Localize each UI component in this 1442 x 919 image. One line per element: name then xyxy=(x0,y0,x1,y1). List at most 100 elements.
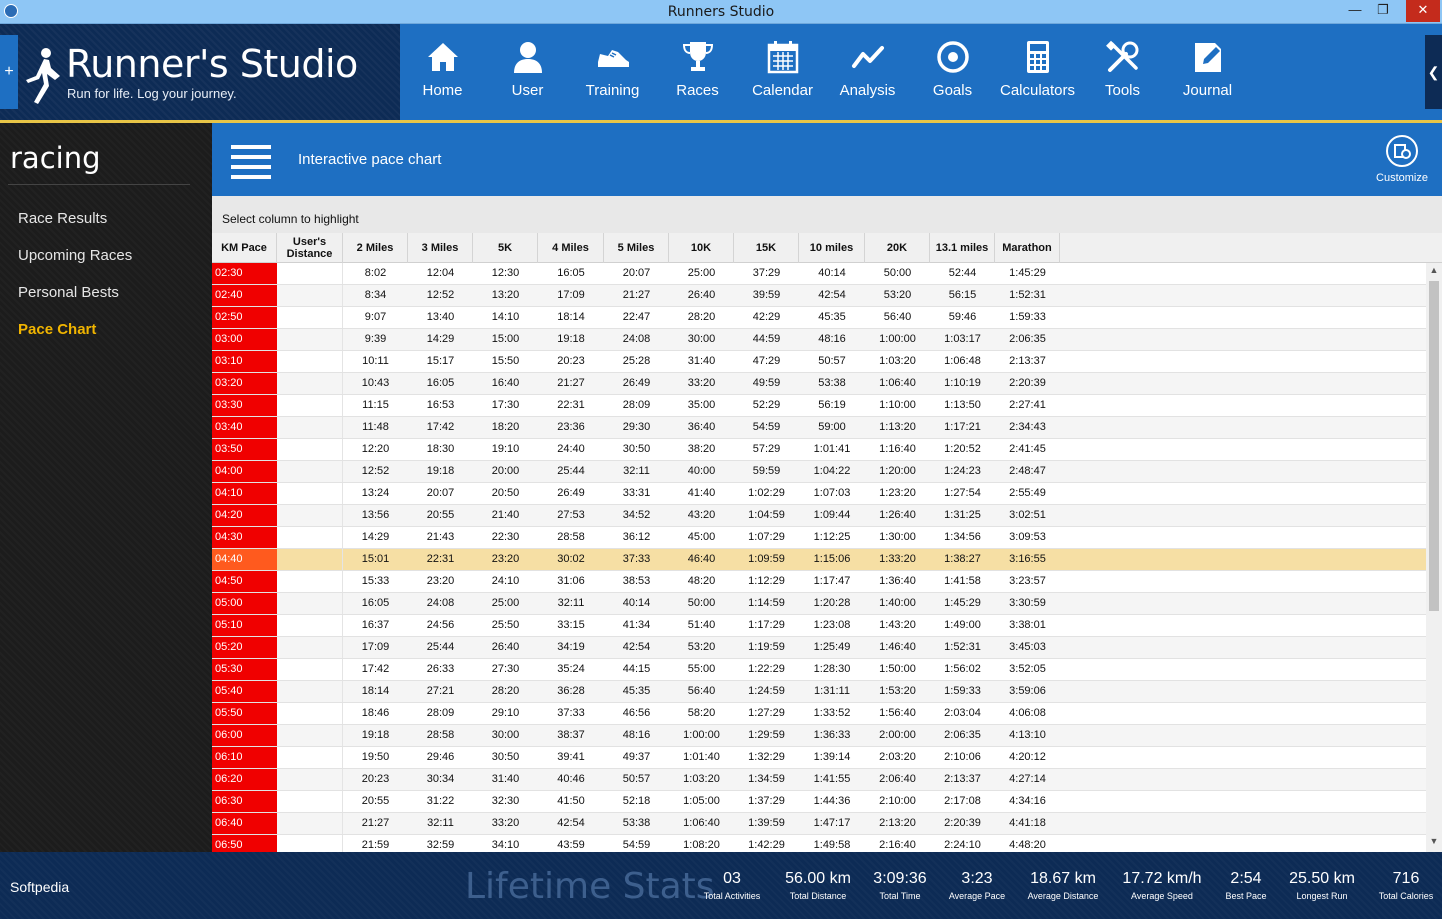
expand-plus-icon[interactable]: + xyxy=(0,35,18,109)
nav-calculators[interactable]: Calculators xyxy=(995,24,1080,120)
table-row[interactable]: 03:10 10:11 15:17 15:50 20:23 25:28 31:40 47:29… xyxy=(212,351,1426,373)
nav-goals[interactable]: Goals xyxy=(910,24,995,120)
table-row[interactable]: 04:40 15:01 22:31 23:20 30:02 37:33 46:40 1:09:… xyxy=(212,549,1426,571)
nav-tools[interactable]: Tools xyxy=(1080,24,1165,120)
column-header[interactable]: 5 Miles xyxy=(604,233,669,263)
nav-analysis[interactable]: Analysis xyxy=(825,24,910,120)
sidebar-item-personal-bests[interactable]: Personal Bests xyxy=(18,284,119,301)
column-header[interactable]: KM Pace xyxy=(212,233,277,263)
table-row[interactable]: 02:30 8:02 12:04 12:30 16:05 20:07 25:00 37:29 4… xyxy=(212,263,1426,285)
nav-calendar[interactable]: Calendar xyxy=(740,24,825,120)
table-row[interactable]: 03:20 10:43 16:05 16:40 21:27 26:49 33:20 49:59… xyxy=(212,373,1426,395)
time-cell: 1:32:29 xyxy=(748,751,785,763)
column-header[interactable]: 4 Miles xyxy=(538,233,604,263)
stat-label: Average Speed xyxy=(1131,891,1193,901)
hamburger-menu-icon[interactable] xyxy=(231,145,271,179)
sidebar-item-upcoming-races[interactable]: Upcoming Races xyxy=(18,247,133,264)
table-row[interactable]: 04:00 12:52 19:18 20:00 25:44 32:11 40:00 59:59… xyxy=(212,461,1426,483)
table-row[interactable]: 02:40 8:34 12:52 13:20 17:09 21:27 26:40 39:59 4… xyxy=(212,285,1426,307)
time-cell: 33:20 xyxy=(687,377,716,389)
time-cell: 18:14 xyxy=(361,685,390,697)
time-cell: 30:34 xyxy=(426,773,455,785)
table-row[interactable]: 03:00 9:39 14:29 15:00 19:18 24:08 30:00 44:59 4… xyxy=(212,329,1426,351)
time-cell: 32:11 xyxy=(427,817,454,829)
table-row[interactable]: 03:40 11:48 17:42 18:20 23:36 29:30 36:40 54:59… xyxy=(212,417,1426,439)
shoe-icon xyxy=(598,50,629,67)
time-cell: 21:43 xyxy=(426,531,455,543)
table-row[interactable]: 06:30 20:55 31:22 32:30 41:50 52:18 1:05:00 1:3… xyxy=(212,791,1426,813)
scroll-down-icon[interactable]: ▼ xyxy=(1429,836,1439,846)
column-header[interactable]: 3 Miles xyxy=(408,233,473,263)
nav-races[interactable]: Races xyxy=(655,24,740,120)
time-cell: 3:52:05 xyxy=(1009,663,1046,675)
table-row[interactable]: 06:40 21:27 32:11 33:20 42:54 53:38 1:06:40 1:3… xyxy=(212,813,1426,835)
time-cell: 32:59 xyxy=(426,839,455,851)
table-row[interactable]: 06:50 21:59 32:59 34:10 43:59 54:59 1:08:20 1:4… xyxy=(212,835,1426,852)
time-cell: 1:04:22 xyxy=(813,465,851,477)
close-icon[interactable]: ✕ xyxy=(1406,0,1440,22)
table-row[interactable]: 04:50 15:33 23:20 24:10 31:06 38:53 48:20 1:12:… xyxy=(212,571,1426,593)
time-cell: 3:45:03 xyxy=(1009,641,1046,653)
time-cell: 19:10 xyxy=(491,443,520,455)
time-cell: 2:00:00 xyxy=(879,729,916,741)
collapse-chevron-icon[interactable]: ❮ xyxy=(1425,35,1442,109)
table-row[interactable]: 04:20 13:56 20:55 21:40 27:53 34:52 43:20 1:04:… xyxy=(212,505,1426,527)
table-row[interactable]: 06:20 20:23 30:34 31:40 40:46 50:57 1:03:20 1:3… xyxy=(212,769,1426,791)
nav-home[interactable]: Home xyxy=(400,24,485,120)
brand-tagline: Run for life. Log your journey. xyxy=(67,86,237,101)
nav-user[interactable]: User xyxy=(485,24,570,120)
scroll-up-icon[interactable]: ▲ xyxy=(1429,265,1439,275)
table-row[interactable]: 06:10 19:50 29:46 30:50 39:41 49:37 1:01:40 1:3… xyxy=(212,747,1426,769)
sidebar-item-race-results[interactable]: Race Results xyxy=(18,210,108,227)
time-cell: 33:20 xyxy=(491,817,520,829)
table-row[interactable]: 03:30 11:15 16:53 17:30 22:31 28:09 35:00 52:29… xyxy=(212,395,1426,417)
table-row[interactable]: 05:40 18:14 27:21 28:20 36:28 45:35 56:40 1:24:… xyxy=(212,681,1426,703)
table-row[interactable]: 02:50 9:07 13:40 14:10 18:14 22:47 28:20 42:29 4… xyxy=(212,307,1426,329)
user-distance-cell xyxy=(277,527,343,548)
column-header[interactable]: 2 Miles xyxy=(343,233,408,263)
table-row[interactable]: 05:20 17:09 25:44 26:40 34:19 42:54 53:20 1:19:… xyxy=(212,637,1426,659)
table-row[interactable]: 05:10 16:37 24:56 25:50 33:15 41:34 51:40 1:17:… xyxy=(212,615,1426,637)
scrollbar-thumb[interactable] xyxy=(1429,281,1439,611)
app-icon[interactable] xyxy=(4,4,18,18)
table-row[interactable]: 03:50 12:20 18:30 19:10 24:40 30:50 38:20 57:29… xyxy=(212,439,1426,461)
time-cell: 56:19 xyxy=(818,399,846,411)
time-cell: 36:40 xyxy=(687,421,716,433)
time-cell: 22:31 xyxy=(426,553,455,565)
sidebar-item-pace-chart[interactable]: Pace Chart xyxy=(18,321,97,338)
time-cell: 28:58 xyxy=(426,729,455,741)
vertical-scrollbar[interactable]: ▲ ▼ xyxy=(1426,263,1442,852)
pace-cell: 03:50 xyxy=(212,439,277,460)
time-cell: 1:03:20 xyxy=(683,773,720,785)
column-header[interactable]: 10K xyxy=(669,233,734,263)
column-header[interactable]: User's Distance xyxy=(277,233,343,263)
column-header[interactable]: Marathon xyxy=(995,233,1060,263)
column-header[interactable]: 13.1 miles xyxy=(930,233,995,263)
time-cell: 2:24:10 xyxy=(944,839,981,851)
pace-cell: 05:00 xyxy=(212,593,277,614)
table-row[interactable]: 05:30 17:42 26:33 27:30 35:24 44:15 55:00 1:22:… xyxy=(212,659,1426,681)
time-cell: 1:59:33 xyxy=(944,685,981,697)
time-cell: 2:06:35 xyxy=(944,729,981,741)
customize-button[interactable]: Customize xyxy=(1372,133,1432,189)
time-cell: 48:16 xyxy=(622,729,651,741)
column-header[interactable]: 5K xyxy=(473,233,538,263)
time-cell: 23:20 xyxy=(491,553,520,565)
table-row[interactable]: 04:10 13:24 20:07 20:50 26:49 33:31 41:40 1:02:… xyxy=(212,483,1426,505)
restore-icon[interactable]: ❐ xyxy=(1377,2,1389,17)
time-cell: 40:14 xyxy=(818,267,846,279)
time-cell: 31:22 xyxy=(426,795,455,807)
time-cell: 34:10 xyxy=(491,839,520,851)
column-header[interactable]: 20K xyxy=(865,233,930,263)
user-distance-cell xyxy=(277,263,343,284)
column-header[interactable]: 10 miles xyxy=(799,233,865,263)
table-row[interactable]: 06:00 19:18 28:58 30:00 38:37 48:16 1:00:00 1:2… xyxy=(212,725,1426,747)
minimize-icon[interactable]: — xyxy=(1348,2,1362,17)
table-row[interactable]: 05:00 16:05 24:08 25:00 32:11 40:14 50:00 1:14:… xyxy=(212,593,1426,615)
nav-journal[interactable]: Journal xyxy=(1165,24,1250,120)
table-row[interactable]: 05:50 18:46 28:09 29:10 37:33 46:56 58:20 1:27:… xyxy=(212,703,1426,725)
column-header[interactable]: 15K xyxy=(734,233,799,263)
time-cell: 2:20:39 xyxy=(944,817,981,829)
nav-training[interactable]: Training xyxy=(570,24,655,120)
table-row[interactable]: 04:30 14:29 21:43 22:30 28:58 36:12 45:00 1:07:… xyxy=(212,527,1426,549)
